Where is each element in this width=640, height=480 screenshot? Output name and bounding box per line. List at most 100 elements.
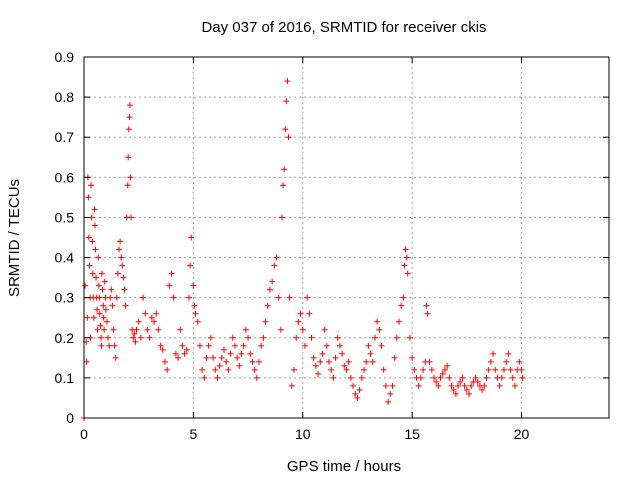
data-point xyxy=(107,294,114,301)
x-tick-label: 15 xyxy=(404,426,420,442)
data-point xyxy=(306,310,313,317)
data-point xyxy=(242,326,249,333)
data-point xyxy=(210,354,217,361)
chart-title: Day 037 of 2016, SRMTID for receiver cki… xyxy=(201,19,486,36)
data-point xyxy=(461,382,468,389)
data-point xyxy=(181,350,188,357)
data-point xyxy=(89,270,96,277)
data-point xyxy=(133,326,140,333)
data-point xyxy=(130,334,137,341)
data-point xyxy=(431,374,437,381)
data-point xyxy=(100,302,107,309)
data-point xyxy=(111,342,118,349)
data-point xyxy=(94,326,101,333)
data-point xyxy=(151,318,157,325)
data-point xyxy=(367,350,374,357)
data-point xyxy=(238,350,245,357)
data-point xyxy=(278,214,285,221)
data-point xyxy=(183,346,190,353)
data-point xyxy=(234,354,241,361)
data-point xyxy=(283,98,290,105)
data-point xyxy=(415,382,422,389)
data-point xyxy=(301,342,308,349)
data-point xyxy=(101,326,108,333)
data-point xyxy=(457,378,464,385)
data-point xyxy=(125,154,132,161)
data-point xyxy=(444,362,451,369)
data-point xyxy=(109,302,116,309)
data-point xyxy=(404,270,411,277)
data-point xyxy=(308,334,315,341)
data-point xyxy=(403,254,410,261)
y-tick-label: 0.5 xyxy=(55,209,75,225)
data-point xyxy=(496,382,503,389)
data-point xyxy=(271,262,278,269)
data-point xyxy=(218,354,225,361)
data-point xyxy=(126,114,133,121)
data-point xyxy=(389,382,396,389)
data-point xyxy=(256,358,262,365)
data-point xyxy=(498,374,505,381)
data-point xyxy=(192,310,199,317)
y-tick-label: 0.4 xyxy=(55,250,75,266)
data-point xyxy=(485,366,492,373)
data-point xyxy=(168,270,175,277)
data-point xyxy=(236,362,243,369)
data-point xyxy=(91,206,98,213)
data-point xyxy=(116,246,122,253)
data-point xyxy=(312,362,319,369)
data-point xyxy=(88,182,94,189)
data-point xyxy=(251,366,258,373)
data-point xyxy=(166,282,173,289)
data-point xyxy=(321,326,328,333)
data-point xyxy=(161,358,168,365)
data-point xyxy=(125,126,132,133)
y-tick-label: 0 xyxy=(66,410,74,426)
data-point xyxy=(452,390,459,397)
data-point xyxy=(110,326,117,333)
data-point xyxy=(144,326,151,333)
data-point xyxy=(358,374,365,381)
data-point xyxy=(323,342,330,349)
data-point xyxy=(96,294,103,301)
data-point xyxy=(164,366,171,373)
data-point xyxy=(135,318,142,325)
data-point xyxy=(446,374,453,381)
data-point xyxy=(365,342,372,349)
data-point xyxy=(186,294,192,301)
y-tick-label: 0.2 xyxy=(55,330,75,346)
data-point xyxy=(433,378,440,385)
data-point xyxy=(401,262,408,269)
data-point xyxy=(343,366,350,373)
data-point xyxy=(94,306,101,313)
data-point xyxy=(332,354,339,361)
data-point xyxy=(86,262,93,269)
data-point xyxy=(170,294,177,301)
data-point xyxy=(179,342,186,349)
data-point xyxy=(472,374,479,381)
y-tick-label: 0.1 xyxy=(55,370,75,386)
data-point xyxy=(393,334,400,341)
data-point xyxy=(450,386,457,393)
data-point xyxy=(85,194,92,201)
data-point xyxy=(380,366,387,373)
data-point xyxy=(108,286,115,293)
data-point xyxy=(518,366,525,373)
data-point xyxy=(101,278,108,285)
data-point xyxy=(474,378,481,385)
grid-lines xyxy=(84,56,609,418)
data-point xyxy=(280,182,287,189)
data-point xyxy=(483,374,490,381)
data-point xyxy=(396,318,402,325)
data-point xyxy=(177,326,184,333)
data-point xyxy=(334,334,341,341)
data-point xyxy=(187,262,194,269)
x-tick-label: 10 xyxy=(295,426,311,442)
data-point xyxy=(354,394,361,401)
data-point xyxy=(406,334,413,341)
data-point xyxy=(424,310,431,317)
data-point xyxy=(91,222,98,229)
data-point xyxy=(315,370,322,377)
data-point xyxy=(297,310,304,317)
data-point xyxy=(113,294,120,301)
